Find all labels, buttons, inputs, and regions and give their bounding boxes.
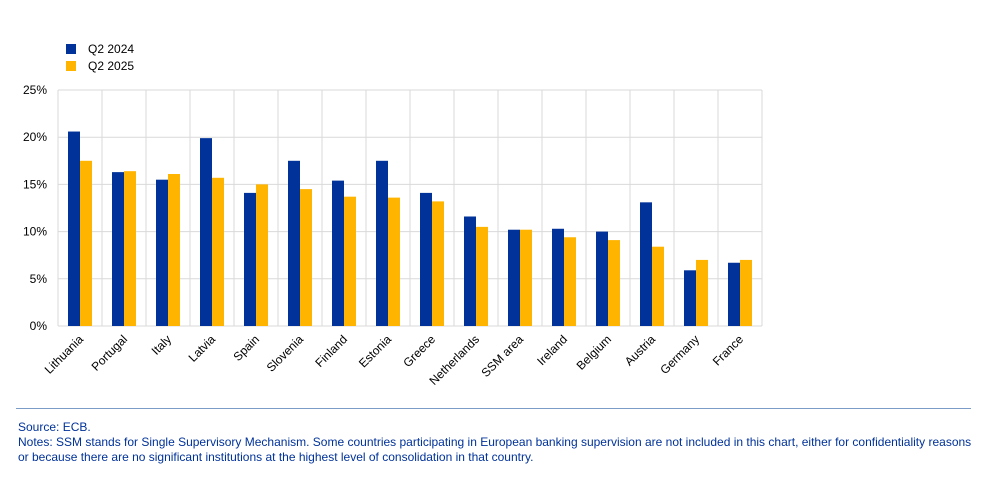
y-tick-label: 20% <box>23 130 47 144</box>
source-note: Source: ECB. <box>18 420 91 434</box>
x-tick-label: Germany <box>657 332 702 377</box>
bar-q2-2024 <box>596 231 608 326</box>
bar-q2-2024 <box>332 180 344 326</box>
bar-q2-2025 <box>432 201 444 326</box>
bar-q2-2025 <box>344 196 356 326</box>
bar-q2-2025 <box>696 259 708 326</box>
bar-q2-2025 <box>564 237 576 326</box>
x-tick-label: France <box>710 332 747 369</box>
bar-q2-2025 <box>608 240 620 326</box>
x-tick-label: SSM area <box>478 332 526 380</box>
y-tick-label: 0% <box>30 319 48 333</box>
bar-q2-2025 <box>476 226 488 326</box>
legend-label-series-1: Q2 2024 <box>88 41 135 56</box>
y-tick-label: 15% <box>23 177 47 191</box>
x-tick-label: Spain <box>231 332 263 364</box>
bar-q2-2024 <box>156 179 168 326</box>
notes-text: Notes: SSM stands for Single Supervisory… <box>18 435 972 464</box>
x-tick-label: Finland <box>312 332 350 370</box>
legend-swatch-series-2 <box>66 60 76 71</box>
bar-q2-2024 <box>464 216 476 326</box>
bar-q2-2025 <box>212 177 224 326</box>
bar-q2-2025 <box>388 197 400 326</box>
x-tick-label: Lithuania <box>42 332 87 377</box>
bar-q2-2024 <box>640 202 652 326</box>
bar-chart: 0% 5% 10% 15% 20% 25% Lithuania Portugal Italy La… <box>23 83 763 388</box>
bar-q2-2024 <box>288 160 300 326</box>
x-tick-label: Ireland <box>534 332 570 368</box>
legend-label-series-2: Q2 2025 <box>88 58 135 73</box>
x-tick-label: Belgium <box>574 332 615 373</box>
bar-q2-2024 <box>200 138 212 326</box>
bar-q2-2024 <box>420 192 432 326</box>
legend-swatch-series-1 <box>66 43 76 54</box>
bar-q2-2024 <box>244 192 256 326</box>
x-tick-label: Portugal <box>89 332 131 374</box>
bar-q2-2025 <box>652 246 664 326</box>
bar-q2-2024 <box>684 270 696 326</box>
chart-legend: Q2 2024 Q2 2025 <box>66 40 134 74</box>
y-tick-label: 10% <box>23 225 47 239</box>
x-tick-label: Estonia <box>356 332 394 370</box>
x-tick-label: Italy <box>149 332 174 357</box>
bar-q2-2025 <box>168 174 180 326</box>
chart-footer: Source: ECB. Notes: SSM stands for Singl… <box>18 420 973 465</box>
x-tick-label: Greece <box>400 332 438 370</box>
bar-q2-2024 <box>552 228 564 326</box>
legend-item-series-2: Q2 2025 <box>66 57 134 74</box>
y-tick-label: 5% <box>30 272 48 286</box>
bar-q2-2024 <box>508 229 520 326</box>
bar-q2-2024 <box>728 262 740 326</box>
bar-q2-2025 <box>520 229 532 326</box>
x-tick-label: Slovenia <box>264 332 307 375</box>
bar-q2-2024 <box>112 172 124 326</box>
footer-divider <box>16 408 971 409</box>
bar-q2-2025 <box>256 184 268 326</box>
bar-q2-2025 <box>124 171 136 326</box>
x-tick-label: Austria <box>622 332 659 369</box>
bar-q2-2025 <box>740 259 752 326</box>
bar-q2-2024 <box>376 160 388 326</box>
bar-q2-2024 <box>68 131 80 326</box>
legend-item-series-1: Q2 2024 <box>66 40 134 57</box>
x-tick-label: Latvia <box>186 332 219 365</box>
bar-q2-2025 <box>80 160 92 326</box>
y-tick-label: 25% <box>23 83 47 97</box>
bar-q2-2025 <box>300 189 312 326</box>
